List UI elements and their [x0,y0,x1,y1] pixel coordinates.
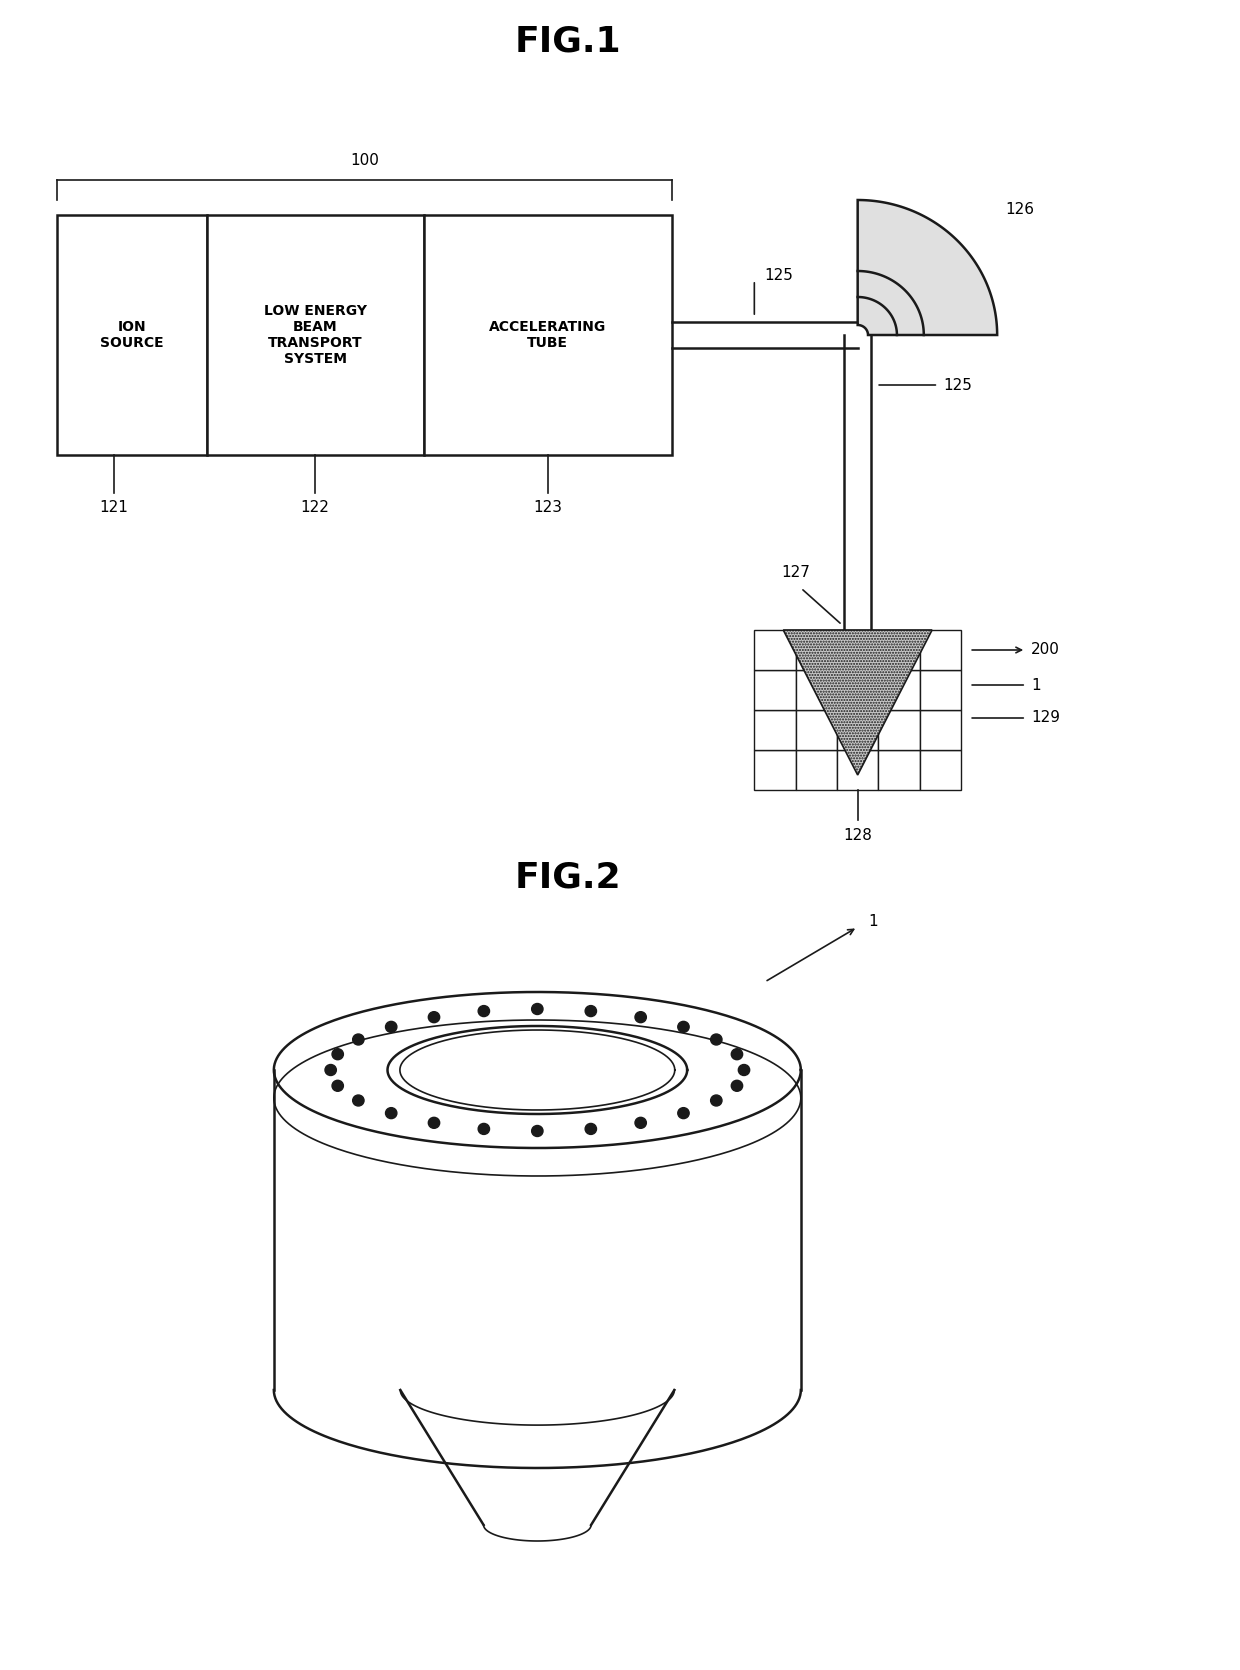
Circle shape [585,1124,596,1134]
Bar [207,215,424,454]
Bar [837,710,878,750]
Text: LOW ENERGY
BEAM
TRANSPORT
SYSTEM: LOW ENERGY BEAM TRANSPORT SYSTEM [264,304,367,366]
Text: 125: 125 [765,267,794,282]
Circle shape [732,1049,743,1060]
Text: 126: 126 [1006,202,1034,217]
Bar [920,670,961,710]
Text: 122: 122 [301,499,330,514]
Circle shape [428,1012,440,1022]
Bar [837,750,878,790]
Circle shape [635,1117,646,1129]
Text: 200: 200 [1032,643,1060,658]
Bar [796,670,837,710]
Bar [57,215,207,454]
Bar [796,750,837,790]
Text: FIG.2: FIG.2 [515,860,621,893]
Circle shape [352,1034,365,1045]
Bar [878,750,920,790]
Circle shape [532,1126,543,1137]
Text: ION
SOURCE: ION SOURCE [100,321,164,351]
Bar [796,630,837,670]
Text: 127: 127 [781,564,810,579]
Bar [837,670,878,710]
Text: 129: 129 [1032,710,1060,725]
Circle shape [479,1005,490,1017]
Bar [878,670,920,710]
Circle shape [532,1004,543,1014]
Text: 128: 128 [843,828,872,843]
Bar [754,630,796,670]
Circle shape [428,1117,440,1129]
Bar [837,630,878,670]
Text: 1: 1 [868,915,878,930]
Circle shape [479,1124,490,1134]
Text: 121: 121 [99,499,128,514]
Bar [754,670,796,710]
Circle shape [711,1096,722,1106]
Bar [796,710,837,750]
Bar [754,750,796,790]
Text: 100: 100 [350,154,378,169]
Circle shape [325,1064,336,1075]
Bar [920,630,961,670]
Bar [878,710,920,750]
Circle shape [332,1080,343,1091]
Text: 1: 1 [1032,678,1040,693]
Polygon shape [858,200,997,336]
Circle shape [635,1012,646,1022]
Circle shape [738,1064,750,1075]
Circle shape [386,1107,397,1119]
Circle shape [678,1107,689,1119]
Bar [754,710,796,750]
Circle shape [732,1080,743,1091]
Polygon shape [784,630,932,775]
Circle shape [332,1049,343,1060]
Text: FIG.1: FIG.1 [515,25,621,58]
Bar [920,750,961,790]
Bar [878,630,920,670]
Text: 123: 123 [533,499,562,514]
Circle shape [711,1034,722,1045]
Bar [920,710,961,750]
Circle shape [678,1022,689,1032]
Bar [424,215,672,454]
Circle shape [386,1022,397,1032]
Text: 125: 125 [944,377,972,392]
Circle shape [352,1096,365,1106]
Text: ACCELERATING
TUBE: ACCELERATING TUBE [489,321,606,351]
Circle shape [585,1005,596,1017]
